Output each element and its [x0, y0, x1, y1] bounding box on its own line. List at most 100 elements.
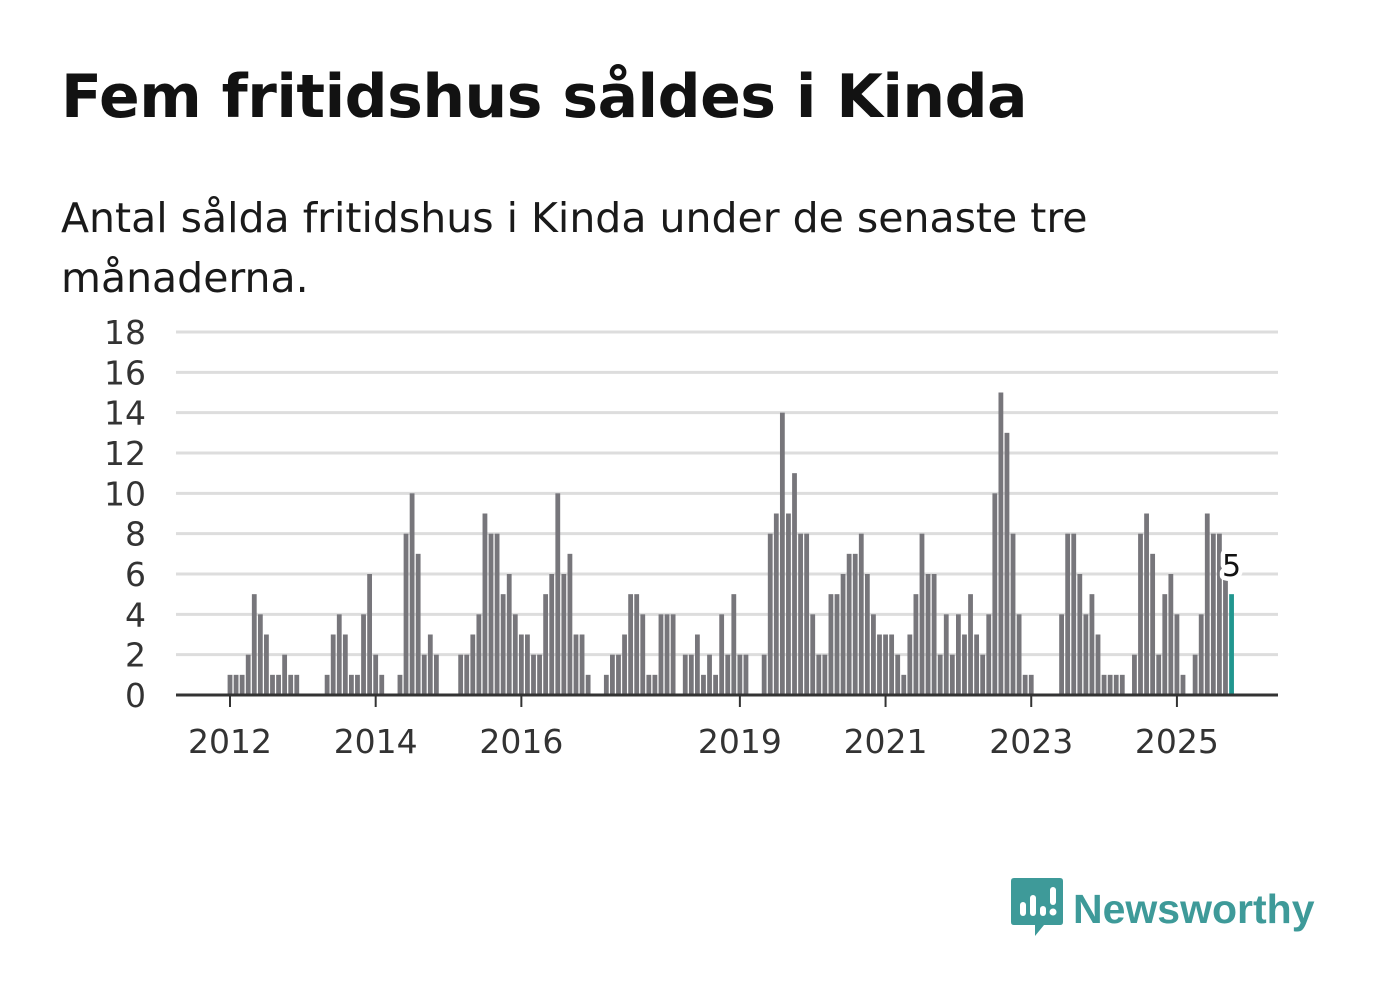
bar [980, 654, 986, 695]
bar [943, 614, 949, 695]
bar [895, 654, 901, 695]
bar [968, 594, 973, 695]
y-tick-label: 16 [104, 353, 146, 392]
bar [427, 634, 433, 695]
bar [270, 674, 275, 695]
bar [525, 634, 530, 695]
bar [373, 654, 379, 695]
bar [664, 614, 670, 695]
bar [822, 654, 828, 695]
bar [1004, 432, 1010, 695]
bar [1095, 634, 1101, 695]
bar [349, 674, 354, 695]
bar [682, 654, 688, 695]
bar [1059, 614, 1064, 695]
bar [276, 674, 281, 695]
bar [688, 654, 694, 695]
bar [342, 634, 348, 695]
bar [719, 614, 725, 695]
x-tick-label: 2019 [698, 722, 782, 761]
bar [494, 533, 500, 695]
bar [1223, 574, 1228, 695]
bar [264, 634, 269, 695]
bar [324, 674, 330, 695]
bar [1217, 533, 1222, 695]
bars [227, 392, 1234, 695]
bar [543, 594, 549, 695]
bar [488, 533, 494, 695]
bar [288, 674, 294, 695]
bar [877, 634, 882, 695]
bar [640, 614, 646, 695]
bar [725, 654, 731, 695]
bar [852, 553, 858, 695]
y-tick-label: 2 [125, 636, 146, 675]
x-tick-label: 2014 [334, 722, 418, 761]
bar [361, 614, 366, 695]
bar [1119, 674, 1125, 695]
bar [907, 634, 913, 695]
bar [949, 654, 955, 695]
bar [397, 674, 403, 695]
bar [804, 533, 810, 695]
bar [628, 594, 634, 695]
bar [464, 654, 470, 695]
y-tick-label: 18 [104, 313, 146, 352]
bar [846, 553, 852, 695]
bar [1083, 614, 1089, 695]
bar [482, 513, 488, 695]
bar [1144, 513, 1149, 695]
bar [573, 634, 579, 695]
bar [889, 634, 895, 695]
bar [871, 614, 876, 695]
bar [1016, 614, 1022, 695]
newsworthy-logo-icon [1011, 878, 1063, 936]
bar [798, 533, 803, 695]
bar [1168, 574, 1174, 695]
y-tick-label: 8 [125, 515, 146, 554]
bar [603, 674, 609, 695]
bar [1022, 674, 1028, 695]
y-tick-label: 12 [104, 434, 146, 473]
bar [294, 674, 300, 695]
bar [458, 654, 464, 695]
bar [786, 513, 791, 695]
bar [1132, 654, 1137, 695]
bar [537, 654, 542, 695]
x-tick-label: 2025 [1135, 722, 1219, 761]
bar [840, 574, 846, 695]
bar [227, 674, 233, 695]
bar [555, 493, 561, 695]
bar [883, 634, 888, 695]
bar [646, 674, 652, 695]
bar [1101, 674, 1107, 695]
bar [731, 594, 737, 695]
bar [913, 594, 919, 695]
bar [610, 654, 615, 695]
bar [282, 654, 288, 695]
bar [433, 654, 439, 695]
bar [962, 634, 967, 695]
bar [1065, 533, 1071, 695]
y-tick-label: 0 [125, 676, 146, 715]
bar [1210, 533, 1216, 695]
y-tick-label: 14 [104, 394, 146, 433]
bar [415, 553, 421, 695]
bar [622, 634, 627, 695]
x-tick-label: 2012 [188, 722, 272, 761]
bar [1150, 553, 1156, 695]
bar [476, 614, 482, 695]
bar [864, 574, 870, 695]
bar [403, 533, 409, 695]
bar [694, 634, 700, 695]
bar [634, 594, 640, 695]
bar [336, 614, 342, 695]
bar [1204, 513, 1210, 695]
x-axis-ticks: 2012 2014 2016 2019 2021 2023 2025 [188, 695, 1219, 761]
bar [506, 574, 512, 695]
bar [701, 674, 706, 695]
newsworthy-logo-text: Newsworthy [1073, 885, 1315, 932]
bar [239, 674, 245, 695]
chart-title: Fem fritidshus såldes i Kinda [61, 62, 1028, 132]
